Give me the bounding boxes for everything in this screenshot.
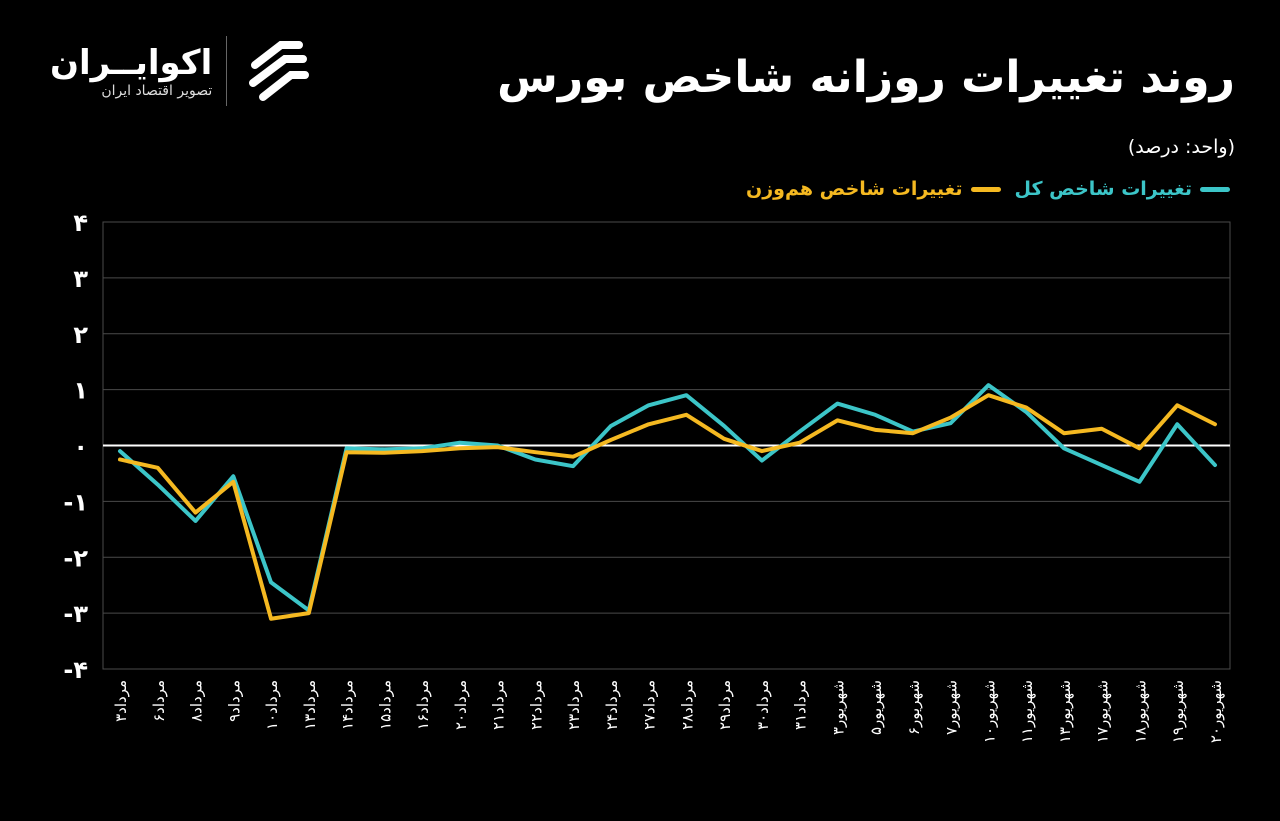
x-tick-label: شهریور۵ [867, 680, 885, 735]
x-tick-label: مرداد۹ [225, 680, 243, 722]
x-tick-label: مرداد۱۶ [414, 680, 432, 730]
y-tick-label: ۰ [73, 433, 88, 461]
x-tick-label: شهریور۱۷ [1094, 680, 1112, 743]
x-tick-label: مرداد۲۸ [678, 680, 696, 730]
x-tick-label: مرداد۱۵ [376, 680, 394, 730]
y-tick-label: -۲ [63, 544, 88, 572]
x-tick-label: مرداد۲۹ [716, 680, 734, 730]
x-tick-label: شهریور۲۰ [1207, 680, 1225, 743]
x-tick-label: شهریور۳ [829, 680, 847, 735]
x-tick-label: شهریور۶ [905, 680, 923, 735]
y-tick-label: ۳ [73, 265, 88, 293]
x-tick-label: مرداد۲۳ [565, 680, 583, 730]
logo-name: اکوایــران [50, 43, 213, 83]
x-tick-label: مرداد۱۰ [263, 680, 281, 730]
logo-divider [226, 36, 228, 106]
x-tick-label: شهریور۱۰ [980, 680, 998, 743]
x-tick-label: مرداد۲۱ [490, 680, 508, 730]
x-tick-label: مرداد۳۰ [754, 680, 772, 730]
x-tick-label: مرداد۲۰ [452, 680, 470, 730]
x-tick-label: شهریور۱۳ [1056, 680, 1074, 743]
x-tick-label: مرداد۳ [112, 680, 130, 722]
x-tick-label: مرداد۳۱ [792, 680, 810, 730]
legend-label-total: تغییرات شاخص کل [1014, 178, 1192, 200]
x-tick-label: مرداد۱۴ [339, 680, 357, 730]
y-tick-label: -۳ [63, 600, 88, 628]
y-tick-label: -۱ [63, 488, 88, 516]
x-tick-label: مرداد۲۴ [603, 680, 621, 730]
y-tick-label: -۴ [63, 656, 88, 684]
x-tick-label: مرداد۲۲ [527, 680, 545, 730]
x-tick-label: شهریور۱۸ [1131, 680, 1149, 743]
legend-label-equal: تغییرات شاخص هم‌وزن [746, 178, 963, 200]
x-tick-label: شهریور۱۹ [1169, 680, 1187, 743]
x-tick-label: مرداد۸ [188, 680, 206, 722]
logo-icon [249, 41, 310, 101]
chart-title: روند تغییرات روزانه شاخص بورس [497, 52, 1235, 103]
x-tick-label: شهریور۷ [943, 680, 961, 735]
y-tick-label: ۲ [73, 321, 88, 349]
y-tick-label: ۴ [73, 209, 88, 237]
x-tick-label: مرداد۶ [150, 680, 168, 722]
x-tick-label: شهریور۱۱ [1018, 680, 1036, 743]
logo: اکوایــران تصویر اقتصاد ایران [50, 35, 313, 107]
x-tick-label: مرداد۱۳ [301, 680, 319, 730]
x-tick-label: مرداد۲۷ [641, 680, 659, 730]
series-line-equal-weight [118, 393, 1217, 621]
y-tick-label: ۱ [73, 377, 88, 405]
logo-tagline: تصویر اقتصاد ایران [101, 83, 213, 99]
legend: تغییرات شاخص کل تغییرات شاخص هم‌وزن [746, 178, 1230, 200]
legend-swatch-equal [970, 186, 1001, 192]
series-line-total [118, 383, 1217, 613]
legend-swatch-total [1200, 186, 1230, 192]
unit-label: (واحد: درصد) [1127, 136, 1235, 158]
